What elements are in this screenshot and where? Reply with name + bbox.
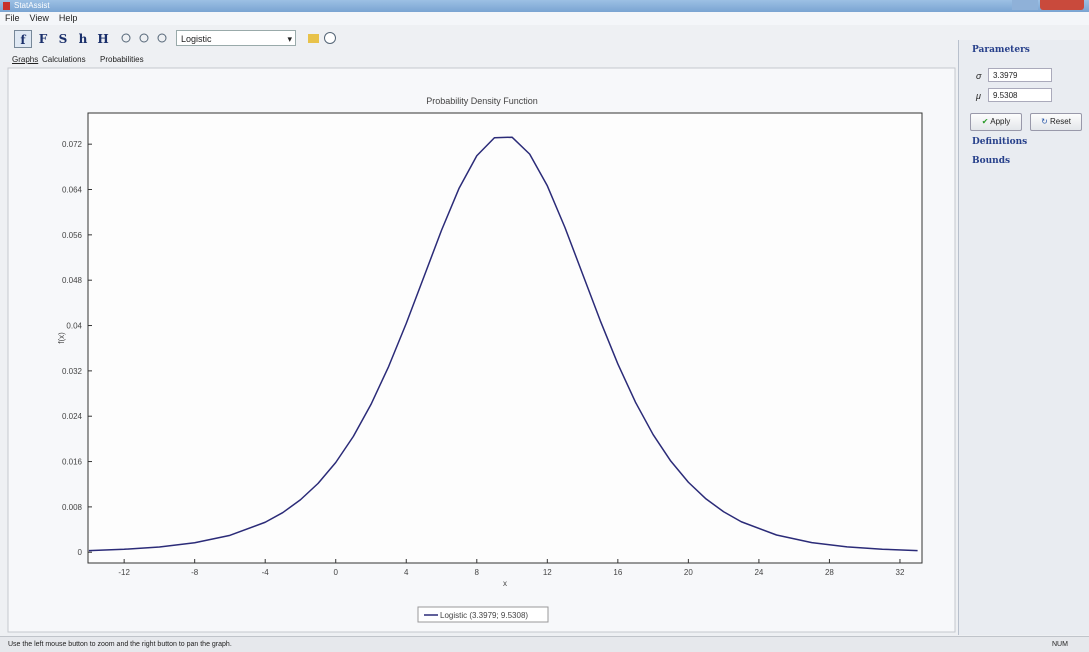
y-tick-label: 0.032	[62, 367, 83, 376]
status-indicator: NUM	[1052, 637, 1068, 652]
y-tick-label: 0.008	[62, 503, 83, 512]
x-axis-label: x	[503, 579, 507, 588]
button-text: Apply	[990, 117, 1010, 126]
y-tick-label: 0	[78, 548, 83, 557]
window-controls[interactable]	[1012, 0, 1038, 10]
y-tick-label: 0.016	[62, 458, 83, 467]
x-tick-label: -8	[191, 568, 199, 577]
x-tick-label: 32	[896, 568, 905, 577]
y-tick-label: 0.072	[62, 140, 83, 149]
apply-icon: ✔	[982, 117, 989, 126]
section-header[interactable]: Definitions	[972, 137, 1027, 147]
reset-button[interactable]: ↻ Reset	[1030, 113, 1082, 131]
close-button[interactable]	[1040, 0, 1084, 10]
x-tick-label: 16	[613, 568, 622, 577]
x-tick-label: 0	[334, 568, 339, 577]
button-text: Reset	[1050, 117, 1071, 126]
apply-button[interactable]: ✔ Apply	[970, 113, 1022, 131]
chart: Probability Density Function x f(x) 0 0.0…	[0, 0, 957, 636]
x-tick-label: 8	[475, 568, 480, 577]
app-window: StatAssist FileViewHelp f F S h H Logist…	[0, 0, 1089, 651]
y-tick-label: 0.024	[62, 412, 83, 421]
x-tick-label: -4	[262, 568, 270, 577]
y-tick-label: 0.056	[62, 231, 83, 240]
param-field[interactable]: 3.3979	[988, 68, 1052, 82]
reset-icon: ↻	[1041, 117, 1048, 126]
legend-label: Logistic (3.3979; 9.5308)	[440, 611, 528, 620]
x-tick-label: 28	[825, 568, 834, 577]
chart-title: Probability Density Function	[426, 96, 538, 106]
y-tick-label: 0.064	[62, 186, 83, 195]
param-symbol: μ	[976, 91, 981, 101]
y-tick-label: 0.04	[66, 322, 82, 331]
x-tick-label: 4	[404, 568, 409, 577]
y-tick-label: 0.048	[62, 276, 83, 285]
panel-header[interactable]: Parameters	[972, 45, 1030, 55]
x-tick-label: 20	[684, 568, 693, 577]
x-tick-label: 24	[754, 568, 763, 577]
status-message: Use the left mouse button to zoom and th…	[8, 637, 232, 652]
status-bar: Use the left mouse button to zoom and th…	[0, 636, 1089, 652]
x-tick-label: 12	[543, 568, 552, 577]
x-tick-label: -12	[118, 568, 130, 577]
plot-area	[88, 113, 922, 563]
section-header[interactable]: Bounds	[972, 156, 1010, 166]
y-axis-label: f(x)	[57, 332, 66, 344]
param-field[interactable]: 9.5308	[988, 88, 1052, 102]
param-symbol: σ	[976, 71, 981, 81]
